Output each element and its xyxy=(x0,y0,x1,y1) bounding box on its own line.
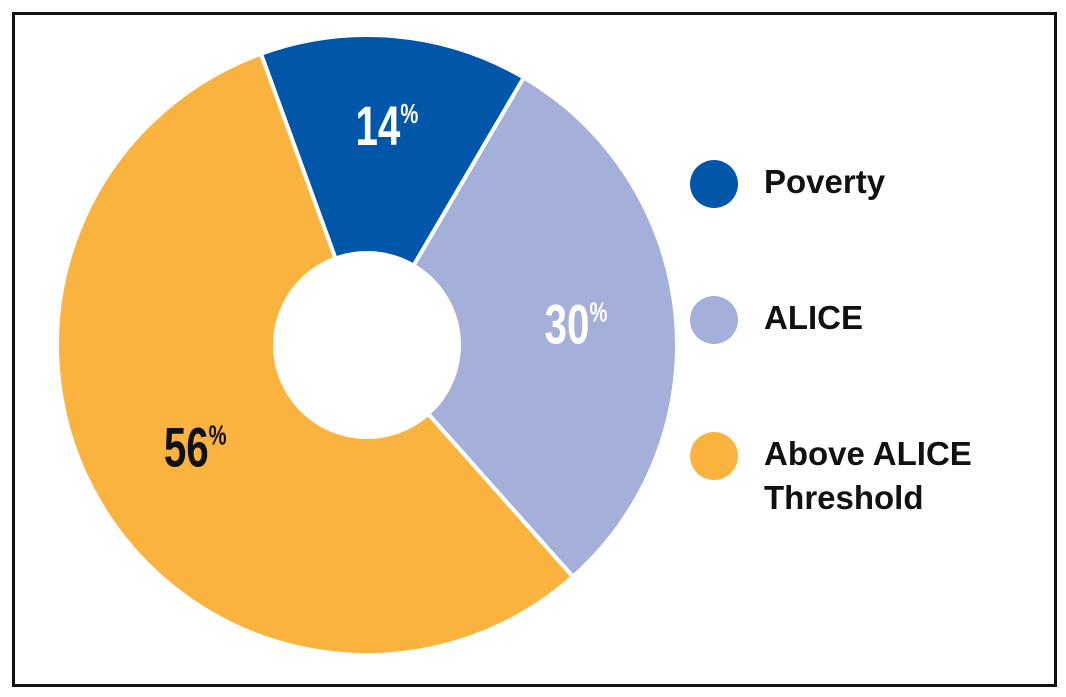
legend-item-above-alice-threshold: Above ALICE Threshold xyxy=(690,432,1004,520)
donut-hole xyxy=(277,255,457,435)
slice-above-alice-threshold xyxy=(55,51,575,657)
legend-swatch-above-alice-threshold xyxy=(690,432,738,480)
data-label-alice: 30% xyxy=(545,294,608,356)
slice-alice xyxy=(411,75,679,579)
slices-group xyxy=(55,33,679,657)
legend-label-above-alice-threshold: Above ALICE Threshold xyxy=(764,435,972,516)
data-label-above-alice-threshold: 56% xyxy=(164,417,227,479)
legend-label-alice: ALICE xyxy=(764,299,863,336)
data-labels-group: 14% 30% 56% xyxy=(164,96,608,480)
legend-label-poverty: Poverty xyxy=(764,163,886,200)
legend-item-poverty: Poverty xyxy=(690,160,1004,208)
data-label-poverty: 14% xyxy=(355,96,418,158)
legend-swatch-alice xyxy=(690,296,738,344)
legend-swatch-poverty xyxy=(690,160,738,208)
slice-poverty xyxy=(258,33,526,268)
legend-item-alice: ALICE xyxy=(690,296,1004,344)
